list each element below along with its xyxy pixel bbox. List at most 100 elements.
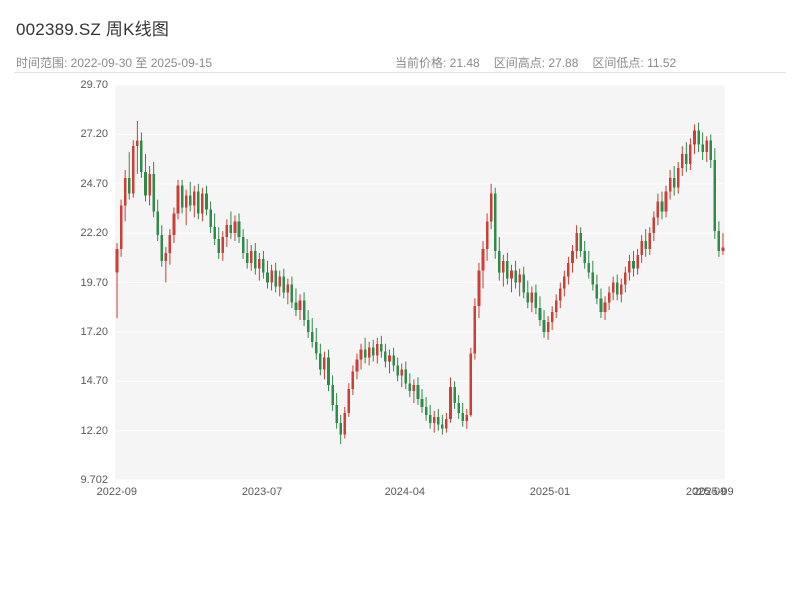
candle-body [628,260,631,273]
candle-body [258,258,261,269]
x-tick-label: 2023-07 [241,486,283,498]
candle-body [522,274,525,293]
candle-body [632,260,635,269]
candle-body [323,357,326,370]
candle-body [245,252,249,263]
candle-body [331,385,334,405]
range-high-label: 区间高点: 27.88 [493,56,579,70]
candle-body [453,387,456,404]
candlestick-svg [115,84,725,481]
candle-body [489,193,493,222]
x-tick-label: 2025-09 [693,486,734,498]
candle-body [319,353,322,370]
candle-body [237,221,241,238]
candle-body [380,343,383,352]
candle-body [506,260,509,279]
candle-body [160,235,164,261]
candle-body [498,250,501,273]
candle-body [404,369,408,384]
candle-body [485,221,489,249]
candle-body [184,195,188,208]
candle-body [664,191,668,212]
candle-body [437,416,440,425]
candle-body [445,418,448,429]
candle-body [611,282,615,293]
candle-body [396,365,399,376]
candle-body [502,260,505,273]
y-tick-label: 17.20 [80,325,108,338]
candle-body [473,306,477,354]
candle-body [335,404,338,423]
candle-body [249,250,253,263]
candle-body [550,312,554,323]
y-tick-label: 22.20 [80,227,108,240]
x-axis-ticks: 2022-09 2023-07 2024-04 2025-01 2025-09 2025-… [97,486,734,504]
candle-body [563,276,566,289]
y-tick-label: 12.20 [80,424,108,437]
candle-body [441,424,444,429]
candle-body [148,173,151,196]
candle-body [518,274,521,283]
candle-body [428,414,432,423]
candle-body [343,412,347,435]
candle-body [693,130,696,145]
y-tick-label: 29.70 [80,79,108,91]
candle-body [465,414,469,421]
candle-body [615,282,619,295]
y-tick-label: 24.70 [80,177,108,190]
candle-body [656,201,660,218]
candle-body [526,292,530,303]
candle-body [371,347,375,356]
candle-body [294,302,298,311]
candle-body [607,292,611,303]
candle-body [197,191,200,214]
candle-body [168,235,172,253]
candle-body [701,144,704,153]
candle-body [266,272,269,283]
candle-body [152,173,155,212]
candle-body [432,416,436,423]
candle-body [709,140,713,161]
candle-body [697,130,700,145]
candle-body [262,258,265,273]
candle-body [213,227,216,240]
candle-body [575,233,578,251]
candle-body [449,387,452,419]
candle-body [530,292,534,303]
candle-body [721,247,725,251]
candle-body [603,302,607,313]
candle-body [201,193,204,214]
candle-body [225,225,229,238]
candle-body [241,237,245,253]
candle-body [339,422,342,435]
candle-body [583,250,586,263]
candle-body [286,284,290,293]
x-tick-label: 2024-04 [384,486,425,498]
candle-body [132,146,135,194]
candle-body [559,288,562,301]
candle-body [217,239,220,253]
candle-body [595,284,599,299]
candle-body [469,353,473,415]
candle-body [180,185,184,208]
candle-body [534,292,538,309]
current-price-label: 当前价格: 21.48 [395,56,480,70]
candle-body [400,369,403,376]
candle-body [652,217,656,234]
candle-body [351,371,355,390]
candle-body [685,154,688,165]
candle-body [156,211,159,236]
candle-body [636,254,639,269]
candle-body [193,191,196,206]
candle-body [359,349,363,360]
candle-body [270,270,273,283]
candle-body [278,276,281,287]
candle-body [420,399,424,407]
candlestick-plot [115,84,725,481]
y-tick-label: 19.70 [80,276,108,289]
candle-body [668,177,672,192]
candle-body [302,300,306,321]
candle-body [640,241,643,255]
candle-body [363,349,367,358]
